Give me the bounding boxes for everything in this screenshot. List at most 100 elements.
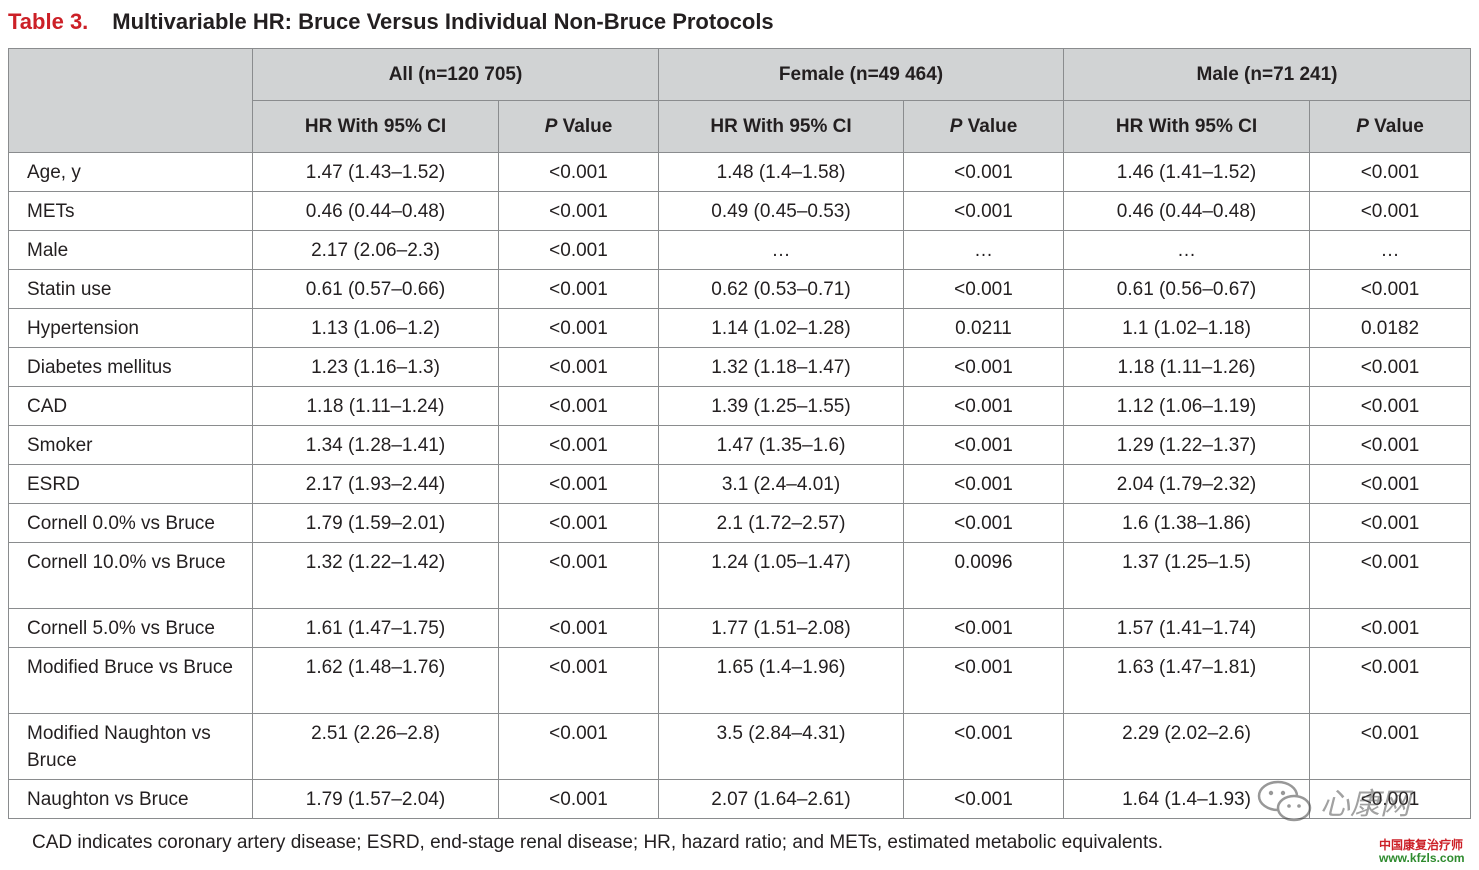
col-header-hr-female: HR With 95% CI — [658, 100, 904, 153]
hr-ci-cell: 1.23 (1.16–1.3) — [252, 347, 499, 387]
p-value-cell: <0.001 — [1309, 503, 1472, 543]
hr-ci-cell: 1.57 (1.41–1.74) — [1063, 608, 1311, 648]
p-value-cell: <0.001 — [902, 779, 1065, 819]
row-label: Male — [8, 230, 253, 270]
p-value-cell: <0.001 — [1309, 347, 1472, 387]
table-row: Diabetes mellitus 1.23 (1.16–1.3) <0.001 1.… — [8, 347, 1472, 387]
hr-ci-cell: 1.1 (1.02–1.18) — [1063, 308, 1311, 348]
hr-ci-cell: 1.79 (1.59–2.01) — [252, 503, 499, 543]
table-row: METs 0.46 (0.44–0.48) <0.001 0.49 (0.45–0.5… — [8, 191, 1472, 231]
row-label: Age, y — [8, 152, 253, 192]
hr-ci-cell: 1.6 (1.38–1.86) — [1063, 503, 1311, 543]
p-value-cell: <0.001 — [498, 347, 659, 387]
p-value-cell: <0.001 — [1309, 608, 1472, 648]
p-value-cell: <0.001 — [902, 269, 1065, 309]
col-header-p-all: P Value — [498, 100, 659, 153]
p-italic-letter: P — [1356, 116, 1369, 137]
hr-ci-cell: 1.18 (1.11–1.26) — [1063, 347, 1311, 387]
p-value-cell: <0.001 — [498, 608, 659, 648]
hr-ci-cell: 1.29 (1.22–1.37) — [1063, 425, 1311, 465]
p-value-cell: <0.001 — [498, 464, 659, 504]
row-label: Hypertension — [8, 308, 253, 348]
table-row: Statin use 0.61 (0.57–0.66) <0.001 0.62 (0.… — [8, 269, 1472, 309]
p-value-cell: <0.001 — [902, 713, 1065, 780]
hr-ci-cell: 1.79 (1.57–2.04) — [252, 779, 499, 819]
hr-ci-cell: 2.04 (1.79–2.32) — [1063, 464, 1311, 504]
hr-ci-cell: 1.12 (1.06–1.19) — [1063, 386, 1311, 426]
p-value-cell: … — [902, 230, 1065, 270]
hr-ci-cell: 2.1 (1.72–2.57) — [658, 503, 904, 543]
p-value-cell: <0.001 — [498, 425, 659, 465]
table-body: Age, y 1.47 (1.43–1.52) <0.001 1.48 (1.4–1.… — [8, 152, 1472, 819]
p-value-cell: <0.001 — [1309, 464, 1472, 504]
table-row: Modified Naughton vs Bruce 2.51 (2.26–2.8… — [8, 713, 1472, 780]
p-italic-letter: P — [949, 116, 963, 137]
p-value-word: Value — [557, 116, 613, 137]
p-value-cell: <0.001 — [498, 191, 659, 231]
hr-ci-cell: 2.17 (2.06–2.3) — [252, 230, 499, 270]
p-value-cell: <0.001 — [902, 386, 1065, 426]
table-row: Naughton vs Bruce 1.79 (1.57–2.04) <0.001 2… — [8, 779, 1472, 819]
row-label: Statin use — [8, 269, 253, 309]
hr-ci-cell: 2.17 (1.93–2.44) — [252, 464, 499, 504]
row-label: Modified Bruce vs Bruce — [8, 647, 253, 714]
hr-ci-cell: 1.32 (1.22–1.42) — [252, 542, 499, 609]
p-value-cell: <0.001 — [902, 347, 1065, 387]
p-value-cell: <0.001 — [498, 308, 659, 348]
col-header-p-male: P Value — [1309, 100, 1472, 153]
row-label: Cornell 5.0% vs Bruce — [8, 608, 253, 648]
p-value-cell: <0.001 — [1309, 713, 1472, 780]
table-row: Age, y 1.47 (1.43–1.52) <0.001 1.48 (1.4–1.… — [8, 152, 1472, 192]
p-value-cell: <0.001 — [902, 464, 1065, 504]
hr-ci-cell: 1.37 (1.25–1.5) — [1063, 542, 1311, 609]
p-value-cell: 0.0096 — [902, 542, 1065, 609]
hr-ci-cell: 0.49 (0.45–0.53) — [658, 191, 904, 231]
hr-ci-cell: 2.51 (2.26–2.8) — [252, 713, 499, 780]
p-value-word: Value — [962, 116, 1018, 137]
p-value-cell: <0.001 — [1309, 191, 1472, 231]
table-row: Cornell 10.0% vs Bruce 1.32 (1.22–1.42) <0… — [8, 542, 1472, 609]
hr-ci-cell: … — [1063, 230, 1311, 270]
hr-ci-cell: 2.07 (1.64–2.61) — [658, 779, 904, 819]
hr-ci-cell: 0.62 (0.53–0.71) — [658, 269, 904, 309]
hazard-ratio-table: All (n=120 705) Female (n=49 464) Male (… — [8, 48, 1472, 819]
table-footnote: CAD indicates coronary artery disease; E… — [32, 832, 1164, 853]
table-row: ESRD 2.17 (1.93–2.44) <0.001 3.1 (2.4–4.01)… — [8, 464, 1472, 504]
hr-ci-cell: 1.47 (1.35–1.6) — [658, 425, 904, 465]
hr-ci-cell: 1.47 (1.43–1.52) — [252, 152, 499, 192]
hr-ci-cell: 0.61 (0.56–0.67) — [1063, 269, 1311, 309]
wechat-icon — [1257, 780, 1312, 822]
row-label: ESRD — [8, 464, 253, 504]
group-header-male: Male (n=71 241) — [1063, 48, 1472, 101]
col-header-hr-male: HR With 95% CI — [1063, 100, 1311, 153]
hr-ci-cell: 1.14 (1.02–1.28) — [658, 308, 904, 348]
p-value-cell: <0.001 — [1309, 647, 1472, 714]
p-value-cell: <0.001 — [902, 608, 1065, 648]
hr-ci-cell: 1.63 (1.47–1.81) — [1063, 647, 1311, 714]
p-value-cell: <0.001 — [498, 152, 659, 192]
row-label: CAD — [8, 386, 253, 426]
p-value-cell: <0.001 — [498, 647, 659, 714]
hr-ci-cell: 0.46 (0.44–0.48) — [1063, 191, 1311, 231]
watermark-logo-text: 心康网 — [1320, 788, 1410, 821]
row-label: METs — [8, 191, 253, 231]
hr-ci-cell: 0.61 (0.57–0.66) — [252, 269, 499, 309]
watermark-url: www.kfzls.com — [1379, 851, 1465, 865]
col-header-hr-all: HR With 95% CI — [252, 100, 499, 153]
hr-ci-cell: 1.24 (1.05–1.47) — [658, 542, 904, 609]
p-value-cell: <0.001 — [1309, 542, 1472, 609]
p-value-cell: <0.001 — [902, 425, 1065, 465]
table-row: Cornell 5.0% vs Bruce 1.61 (1.47–1.75) <0.… — [8, 608, 1472, 648]
p-value-cell: <0.001 — [902, 647, 1065, 714]
hr-ci-cell: 3.5 (2.84–4.31) — [658, 713, 904, 780]
p-value-word: Value — [1368, 116, 1424, 137]
hr-ci-cell: 1.61 (1.47–1.75) — [252, 608, 499, 648]
p-value-cell: 0.0182 — [1309, 308, 1472, 348]
table-row: CAD 1.18 (1.11–1.24) <0.001 1.39 (1.25–1.55… — [8, 386, 1472, 426]
hr-ci-cell: 1.46 (1.41–1.52) — [1063, 152, 1311, 192]
row-label: Cornell 0.0% vs Bruce — [8, 503, 253, 543]
row-label: Naughton vs Bruce — [8, 779, 253, 819]
hr-ci-cell: 3.1 (2.4–4.01) — [658, 464, 904, 504]
p-value-cell: <0.001 — [1309, 152, 1472, 192]
p-value-cell: <0.001 — [1309, 779, 1472, 819]
